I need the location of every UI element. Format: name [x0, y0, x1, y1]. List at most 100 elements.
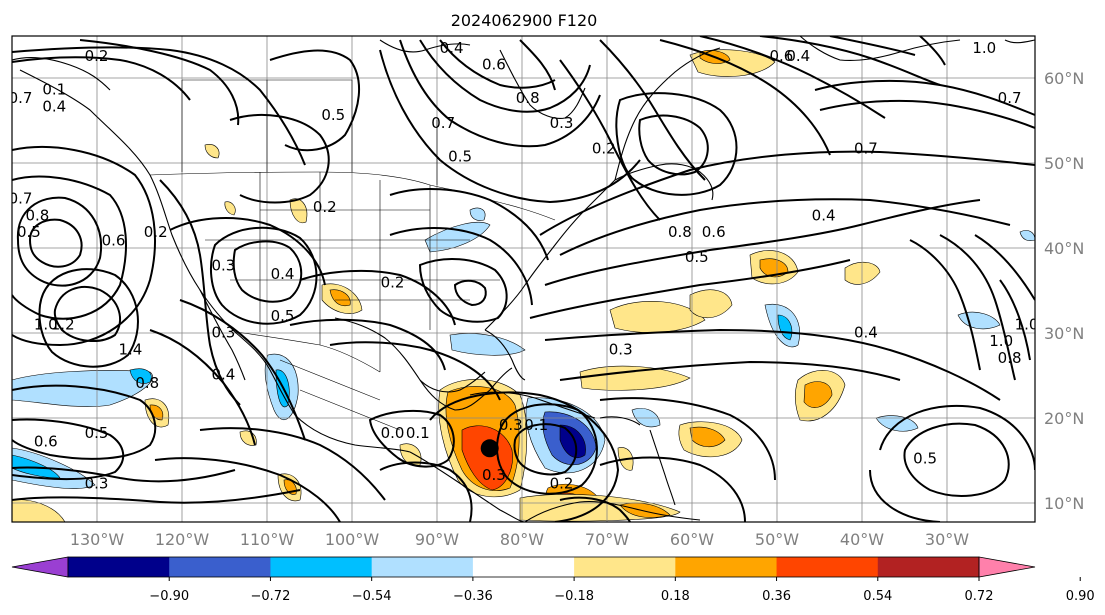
contour-labrador-4: [615, 92, 738, 196]
contour-label: 0.4: [42, 97, 66, 115]
colorbar-tick-label: 0.18: [661, 589, 690, 604]
contour-n-atlantic-4: [559, 198, 1011, 256]
lon-label: 70°W: [585, 530, 629, 549]
contour-hurricane-2: [496, 403, 598, 495]
contour-greenland-2: [699, 36, 886, 119]
coast-hispaniola: [599, 416, 641, 426]
contour-pacific-low-3: [12, 175, 127, 320]
contour-east-atlantic-4: [999, 279, 1031, 361]
map-frame: [11, 35, 1036, 523]
lat-label: 10°N: [1044, 494, 1084, 513]
contour-pacific-low-4: [12, 146, 156, 347]
lon-label: 90°W: [415, 530, 459, 549]
contour-label: 0.6: [34, 433, 58, 451]
contour-azores-3: [869, 469, 941, 522]
contour-west-us-4: [210, 226, 318, 325]
contour-label: 0.2: [550, 475, 574, 493]
contour-labrador-1: [559, 59, 661, 221]
contour-label: 0.3: [211, 257, 235, 275]
pos-patch-atl-6: [689, 289, 733, 318]
contour-azores-1: [903, 422, 1010, 497]
contour-pacific-2: [53, 285, 121, 342]
contour-label: 0.3: [482, 466, 506, 484]
contour-label: 1.0: [972, 39, 996, 57]
contour-label: 0.1: [42, 81, 66, 99]
contour-greenland-4: [829, 36, 916, 56]
contour-ne-us: [389, 188, 549, 261]
contour-pacific-3: [38, 268, 139, 368]
contour-label: 0.7: [998, 89, 1022, 107]
colorbar-tick-label: 0.72: [965, 589, 994, 604]
contour-mex-3: [199, 427, 386, 501]
contour-label: 0.5: [321, 106, 345, 124]
neg-patch-atlantic-4: [1019, 230, 1035, 242]
contour-canada-1: [269, 49, 361, 152]
contour-label: 0.1: [406, 424, 430, 442]
colorbar-tick-label: −0.72: [251, 589, 291, 604]
contour-lines: [12, 36, 1035, 522]
contour-label: 0.4: [211, 366, 235, 384]
contour-greenland-1: [659, 39, 831, 156]
contour-label: 0.7: [9, 89, 33, 107]
contour-carib-2: [599, 397, 776, 481]
contour-n-atlantic-5: [544, 199, 981, 286]
contour-nw-1: [12, 56, 191, 101]
contour-label: 0.3: [550, 114, 574, 132]
contour-label: 0.6: [702, 223, 726, 241]
colorbar-segment: [776, 557, 879, 577]
pos-patch-plains-core: [329, 289, 351, 307]
contour-label: 0.4: [854, 324, 878, 342]
contour-mex-2: [179, 299, 306, 441]
border-mexico-states: [279, 359, 401, 431]
contour-label: 0.2: [85, 47, 109, 65]
contour-label: 0.7: [431, 114, 455, 132]
colorbar-segment: [270, 557, 373, 577]
colorbar-segment: [68, 557, 170, 577]
contour-label: 1.4: [118, 340, 142, 358]
coast-north-america-west: [19, 69, 411, 453]
contour-mid-atlantic-2: [559, 360, 901, 381]
contour-pacific-5: [12, 418, 125, 481]
lon-label: 110°W: [240, 530, 295, 549]
coast-east-us: [484, 179, 616, 331]
contour-mex-4: [154, 457, 341, 522]
border-canada-north: [182, 79, 353, 100]
coast-hudson: [499, 49, 586, 119]
contour-label: 0.3: [499, 416, 523, 434]
contour-label: 0.5: [913, 449, 937, 467]
contour-east-atlantic-3: [974, 234, 1035, 301]
contour-label: 1.0: [989, 332, 1013, 350]
contour-labrador-2: [599, 39, 706, 181]
colorbar-extend-high: [978, 556, 1036, 578]
neg-patch-nw-pacific-core: [129, 368, 152, 384]
colorbar-tick-label: −0.54: [352, 589, 392, 604]
pos-patch-bc: [204, 144, 220, 159]
lat-label: 40°N: [1044, 239, 1084, 258]
contour-pacific-low-2: [16, 196, 102, 287]
neg-patch-nw-pacific: [12, 370, 153, 407]
contour-labrador-3: [638, 114, 709, 176]
contour-label: 0.0: [381, 424, 405, 442]
contour-ohio-2: [418, 258, 508, 323]
contour-label: 1.0: [1015, 315, 1039, 333]
contour-greenland-3: [759, 36, 941, 86]
colorbar-tick-label: 0.54: [863, 589, 892, 604]
contour-gulf-1: [368, 409, 455, 468]
contour-west-us-3: [232, 240, 303, 303]
contour-east-atlantic-2: [939, 234, 1016, 381]
contour-label: 0.2: [313, 198, 337, 216]
coast-antilles: [649, 429, 676, 506]
contour-nw-3: [79, 39, 240, 126]
contour-label: 0.8: [998, 349, 1022, 367]
contour-ohio-3: [453, 279, 487, 307]
graticule: [12, 36, 1035, 522]
contour-label: 0.8: [668, 223, 692, 241]
contour-n-atlantic-6: [529, 259, 851, 319]
colorbar-segment: [877, 557, 980, 577]
contour-label: 0.8: [135, 374, 159, 392]
contour-hudson-5: [519, 39, 556, 91]
colorbar-tick-label: −0.90: [149, 589, 189, 604]
lon-tick-labels: 130°W 120°W 110°W 100°W 90°W 80°W 70°W 6…: [70, 530, 969, 549]
contour-hudson-1: [399, 39, 601, 148]
contour-label: 0.6: [769, 47, 793, 65]
